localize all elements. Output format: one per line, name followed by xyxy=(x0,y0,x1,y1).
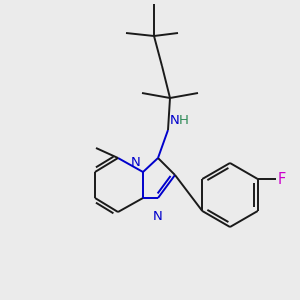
Text: N: N xyxy=(153,210,163,223)
Text: N: N xyxy=(170,114,180,127)
Text: F: F xyxy=(278,172,286,187)
Text: H: H xyxy=(179,114,189,127)
Text: N: N xyxy=(131,156,141,169)
